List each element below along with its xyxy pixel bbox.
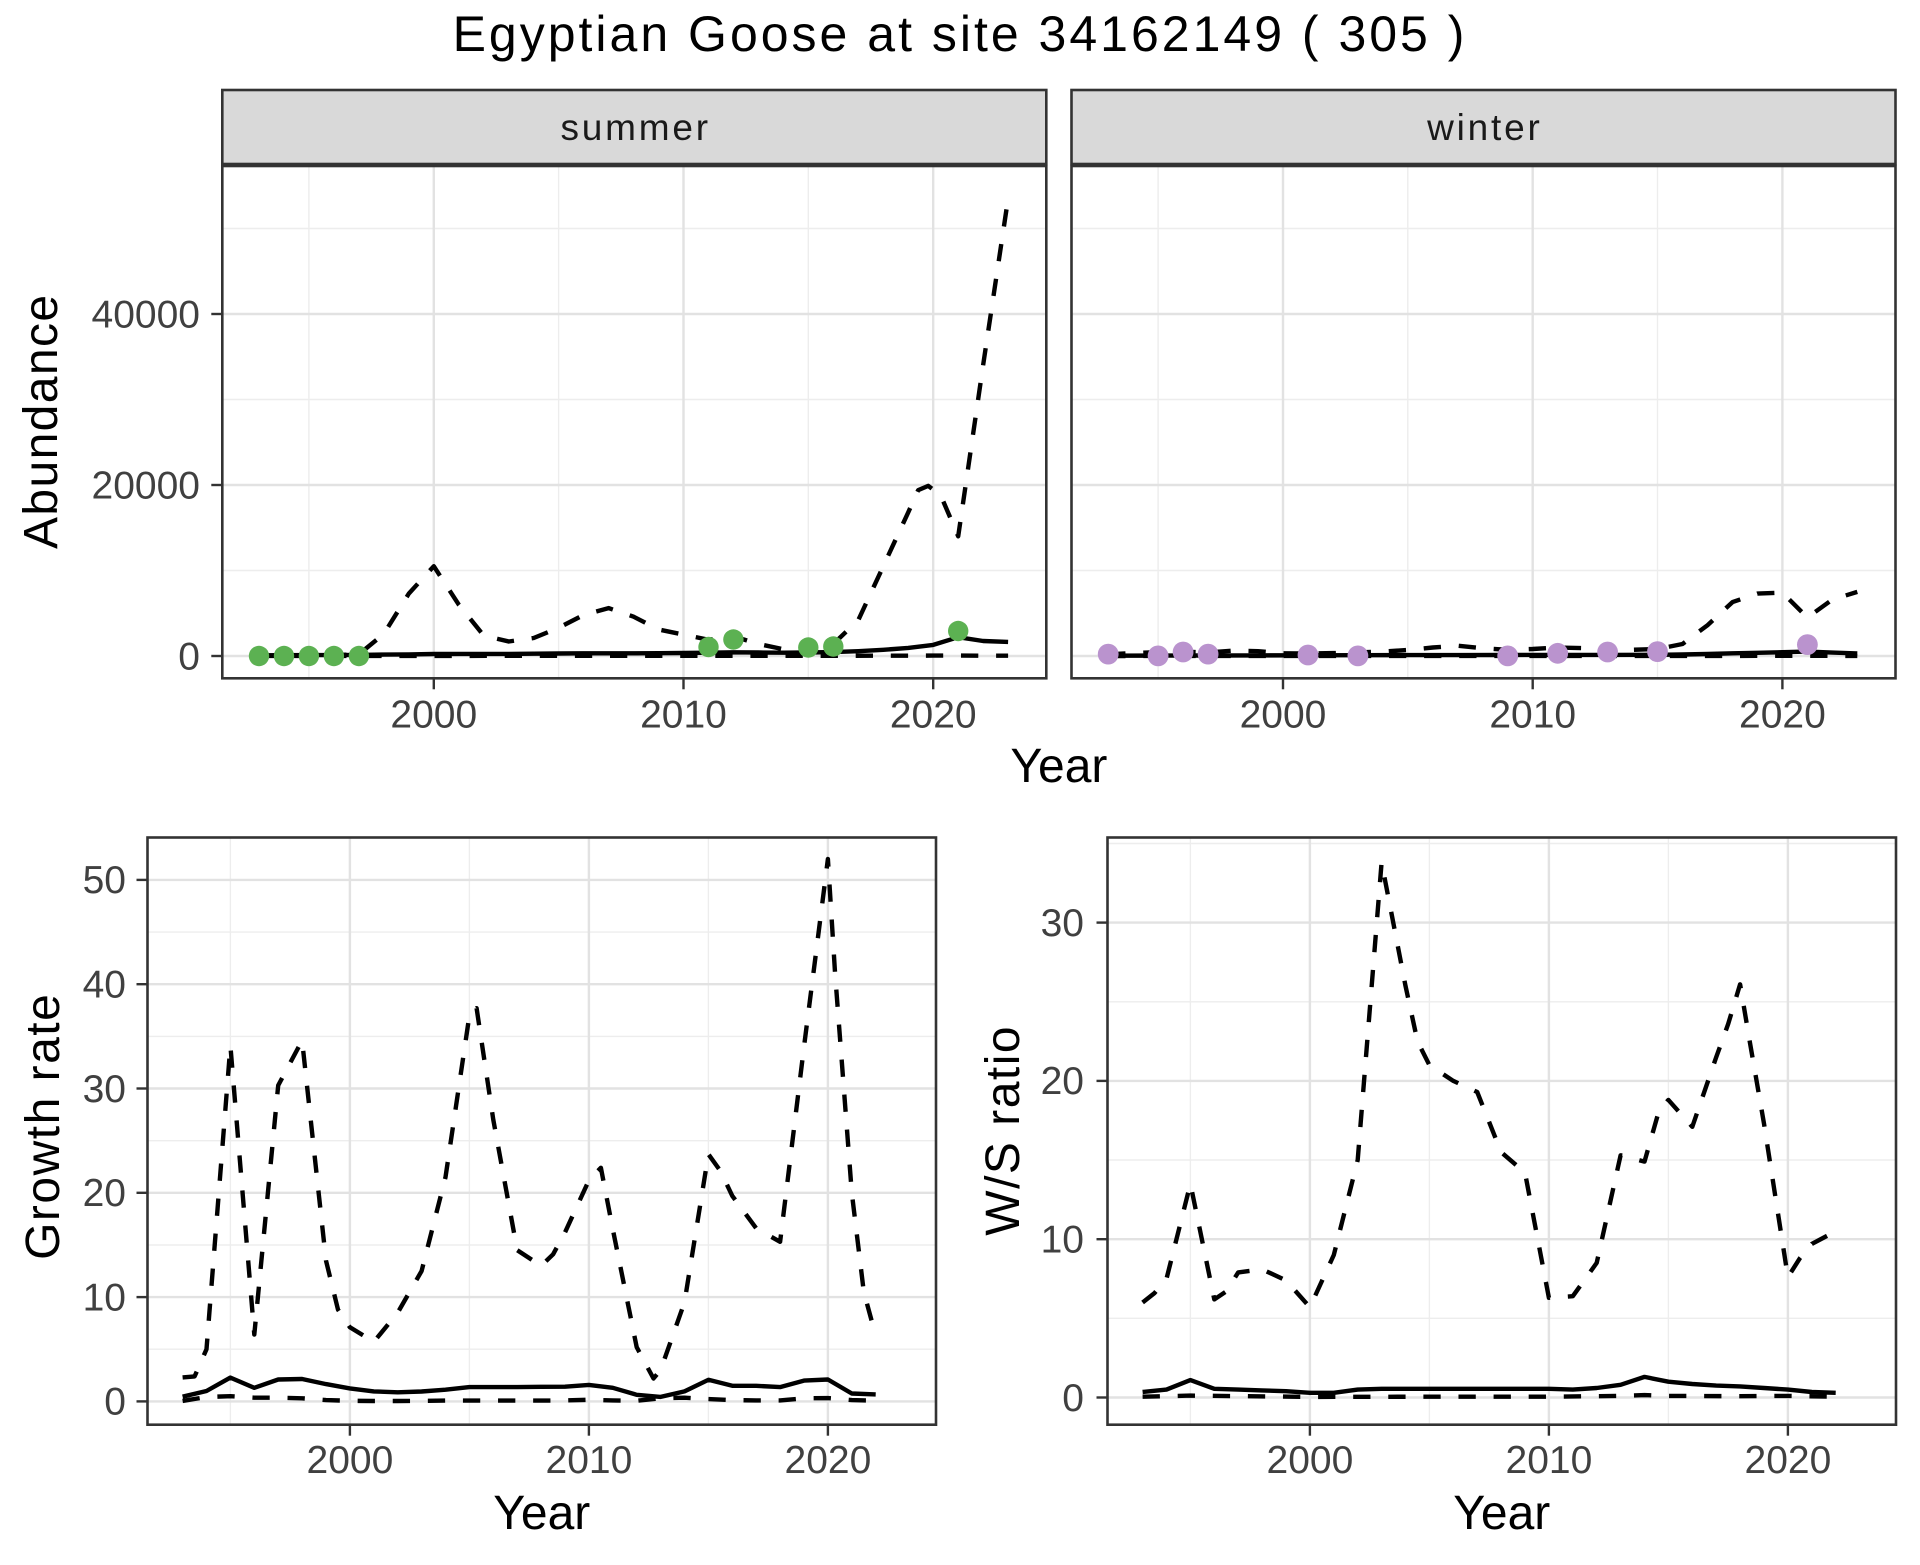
svg-text:Year: Year — [493, 1487, 590, 1540]
svg-text:2010: 2010 — [1506, 1439, 1593, 1482]
svg-text:40000: 40000 — [92, 293, 200, 336]
svg-text:2010: 2010 — [1489, 693, 1576, 736]
svg-text:50: 50 — [83, 859, 126, 902]
svg-text:20000: 20000 — [92, 464, 200, 507]
svg-text:2000: 2000 — [307, 1439, 394, 1482]
svg-text:Abundance: Abundance — [15, 294, 68, 549]
svg-text:Growth rate: Growth rate — [17, 993, 70, 1260]
svg-text:W/S ratio: W/S ratio — [977, 1025, 1030, 1236]
svg-text:2010: 2010 — [546, 1439, 633, 1482]
svg-text:30: 30 — [83, 1068, 126, 1111]
svg-text:0: 0 — [178, 635, 200, 678]
svg-text:winter: winter — [1426, 107, 1543, 148]
svg-text:2010: 2010 — [640, 693, 727, 736]
svg-text:2020: 2020 — [1745, 1439, 1832, 1482]
svg-text:20: 20 — [83, 1172, 126, 1215]
svg-text:Egyptian Goose at site 3416214: Egyptian Goose at site 34162149 ( 305 ) — [453, 6, 1468, 62]
svg-text:40: 40 — [83, 964, 126, 1007]
svg-text:20: 20 — [1041, 1060, 1084, 1103]
svg-text:2000: 2000 — [390, 693, 477, 736]
svg-text:0: 0 — [104, 1381, 126, 1424]
svg-text:Year: Year — [1453, 1487, 1550, 1540]
svg-text:2020: 2020 — [785, 1439, 872, 1482]
svg-text:30: 30 — [1041, 902, 1084, 945]
svg-text:0: 0 — [1062, 1377, 1084, 1420]
svg-text:summer: summer — [560, 107, 710, 148]
svg-text:Year: Year — [1010, 740, 1107, 793]
svg-text:10: 10 — [83, 1276, 126, 1319]
svg-text:2020: 2020 — [1739, 693, 1826, 736]
svg-text:2020: 2020 — [890, 693, 977, 736]
svg-text:2000: 2000 — [1240, 693, 1327, 736]
svg-text:2000: 2000 — [1267, 1439, 1354, 1482]
svg-text:10: 10 — [1041, 1219, 1084, 1262]
